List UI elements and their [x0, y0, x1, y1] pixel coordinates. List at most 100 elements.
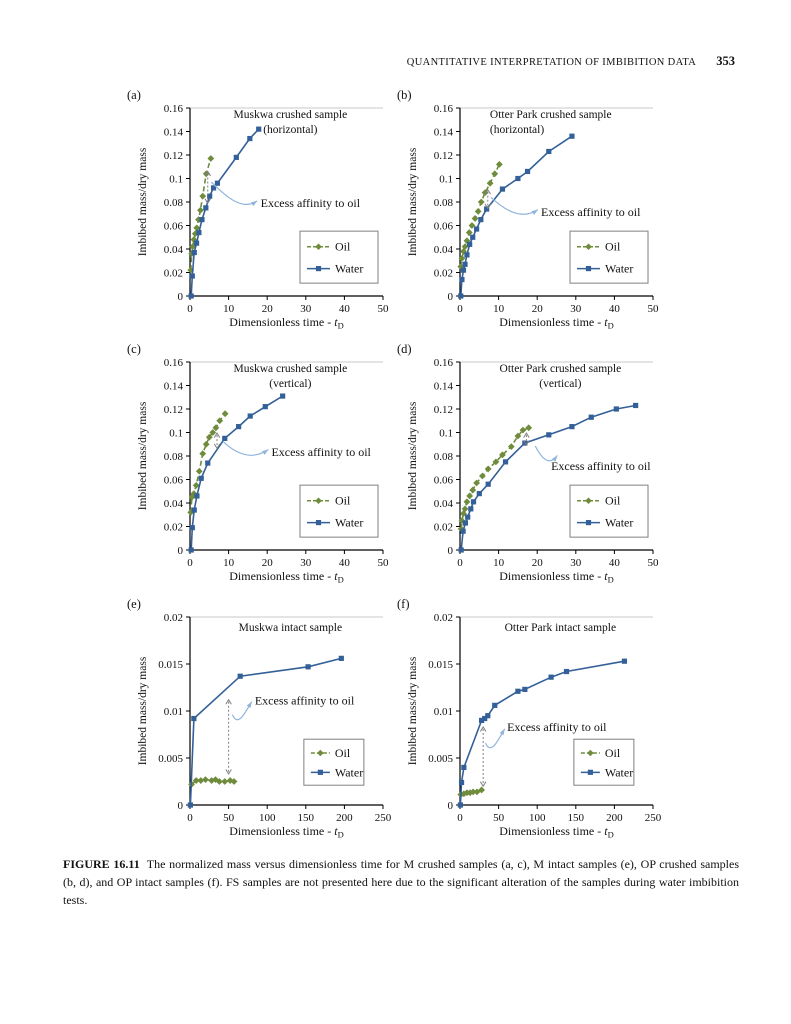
oil-marker — [190, 490, 198, 497]
y-tick-label: 0.1 — [169, 173, 183, 185]
oil-marker — [191, 230, 199, 238]
water-marker — [462, 261, 468, 267]
x-tick-label: 10 — [493, 557, 505, 569]
oil-marker — [192, 777, 200, 784]
y-tick-label: 0 — [448, 800, 454, 812]
oil-marker — [519, 426, 527, 434]
water-marker — [247, 135, 253, 142]
water-marker — [305, 664, 311, 670]
oil-marker — [212, 776, 219, 784]
oil-marker — [525, 424, 533, 432]
water-marker — [237, 673, 243, 679]
water-series — [457, 658, 628, 808]
x-tick-label: 150 — [568, 812, 585, 824]
panel-label: (f) — [397, 597, 410, 611]
x-tick-label: 250 — [645, 812, 662, 824]
water-marker — [188, 293, 194, 299]
chart-a: 0 0.02 0.04 0.06 0.08 0.1 0.12 0.14 0.16 0 10 20 30 4… — [122, 84, 392, 336]
water-series — [187, 655, 344, 808]
chart-title: Muskwa crushed sample (vertical) — [234, 363, 348, 390]
water-marker — [515, 688, 521, 694]
water-series — [458, 133, 575, 299]
water-marker — [588, 414, 594, 420]
x-tick-label: 150 — [298, 812, 315, 824]
y-tick-label: 0 — [178, 545, 184, 557]
svg-text:Muskwa crushed sample: Muskwa crushed sample — [234, 109, 348, 121]
x-tick-label: 30 — [300, 303, 312, 315]
x-tick-label: 200 — [606, 812, 623, 824]
running-head-title: QUANTITATIVE INTERPRETATION OF IMBIBITIO… — [406, 57, 697, 68]
svg-text:Otter Park crushed sample: Otter Park crushed sample — [490, 109, 612, 121]
x-axis-label: Dimensionless time - tD — [499, 315, 613, 331]
oil-marker — [486, 179, 494, 187]
y-tick-label: 0.02 — [434, 267, 453, 279]
water-marker — [458, 293, 464, 299]
legend: Oil Water — [299, 484, 379, 538]
water-marker — [470, 234, 476, 240]
water-marker — [460, 528, 466, 534]
oil-marker — [226, 777, 234, 784]
y-tick-label: 0.12 — [434, 150, 453, 162]
y-axis-label: Imbibed mass/dry mass — [137, 656, 149, 765]
water-marker — [492, 702, 498, 708]
water-marker — [460, 267, 467, 273]
legend-oil-label: Oil — [335, 240, 351, 254]
y-tick-label: 0.04 — [164, 498, 184, 510]
oil-marker — [499, 451, 506, 459]
excess-gap-arrow — [225, 698, 232, 775]
oil-marker — [230, 778, 238, 785]
legend: Oil Water — [569, 230, 649, 284]
oil-marker — [463, 498, 471, 506]
y-axis-label: Imbibed mass/dry mass — [407, 147, 419, 256]
oil-marker — [221, 410, 229, 418]
oil-marker — [474, 208, 482, 215]
y-axis-label: Imbibed mass/dry mass — [137, 147, 149, 256]
x-tick-label: 10 — [223, 303, 235, 315]
water-marker — [338, 655, 344, 661]
annotation-text: Excess affinity to oil — [255, 694, 355, 708]
x-tick-label: 0 — [457, 812, 463, 824]
oil-marker — [484, 465, 492, 473]
y-tick-label: 0.02 — [434, 521, 453, 533]
x-tick-label: 40 — [609, 557, 621, 569]
legend-box — [303, 738, 365, 786]
water-marker — [484, 206, 490, 212]
oil-marker — [477, 198, 485, 206]
chart-c: 0 0.02 0.04 0.06 0.08 0.1 0.12 0.14 0.16 0 10 20 30 4… — [122, 338, 392, 590]
oil-marker — [197, 777, 205, 784]
y-axis: 0 0.005 0.01 0.015 0.02 — [428, 612, 460, 812]
legend: Oil Water — [569, 484, 649, 538]
y-tick-label: 0.02 — [434, 612, 453, 624]
oil-marker — [199, 450, 207, 458]
water-marker — [524, 168, 531, 175]
svg-text:Muskwa intact sample: Muskwa intact sample — [239, 622, 342, 634]
x-axis-label: Dimensionless time - tD — [229, 315, 343, 331]
legend-box — [569, 484, 649, 538]
x-axis: 0 10 20 30 40 50 — [187, 296, 389, 315]
oil-marker — [207, 155, 215, 162]
water-marker — [546, 148, 552, 155]
x-tick-label: 100 — [259, 812, 276, 824]
chart-d: 0 0.02 0.04 0.06 0.08 0.1 0.12 0.14 0.16 0 10 20 30 4… — [392, 338, 662, 590]
water-marker — [256, 126, 262, 132]
y-tick-label: 0 — [448, 545, 454, 557]
y-tick-label: 0.16 — [164, 357, 184, 369]
chart-canvas: 0 0.02 0.04 0.06 0.08 0.1 0.12 0.14 0.16 0 10 20 30 4… — [127, 342, 389, 585]
y-tick-label: 0.12 — [434, 404, 453, 416]
water-marker — [222, 435, 228, 441]
legend-water-marker — [585, 265, 592, 272]
y-tick-label: 0.16 — [434, 103, 454, 115]
chart-title: Muskwa intact sample — [239, 622, 342, 634]
svg-text:(horizontal): (horizontal) — [263, 124, 317, 136]
y-tick-label: 0 — [448, 291, 454, 303]
x-axis: 0 50 100 150 200 250 — [457, 805, 662, 824]
y-tick-label: 0.14 — [434, 126, 454, 138]
legend-water-label: Water — [605, 765, 633, 779]
oil-marker — [215, 778, 223, 785]
oil-marker — [190, 236, 198, 243]
water-marker — [569, 424, 575, 430]
x-tick-label: 40 — [339, 303, 351, 315]
water-marker — [502, 459, 509, 465]
x-tick-label: 50 — [648, 303, 660, 315]
